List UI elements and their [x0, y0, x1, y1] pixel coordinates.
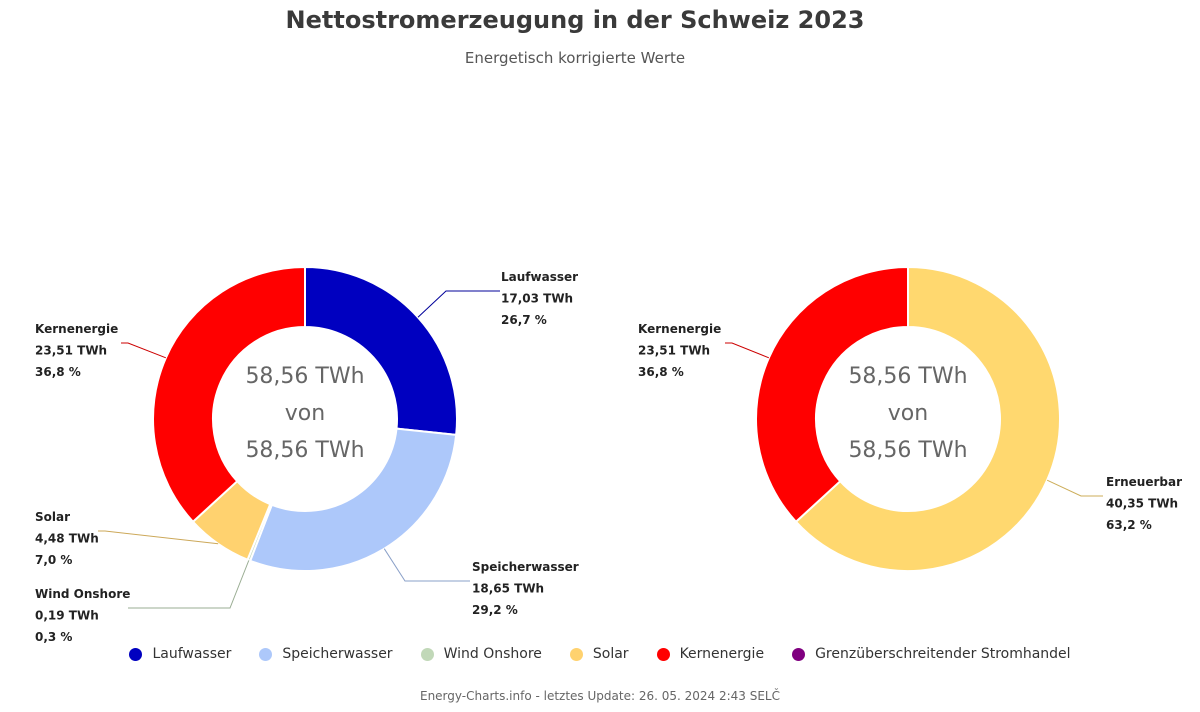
- legend-item-kernenergie[interactable]: Kernenergie: [656, 646, 765, 662]
- donut-2-leader-kernenergie: [725, 342, 770, 359]
- donut-1-data-label-laufwasser: Laufwasser 17,03 TWh 26,7 %: [501, 270, 578, 327]
- donut-1-slice-laufwasser[interactable]: [304, 265, 458, 436]
- donut-1-leader-kernenergie: [121, 342, 167, 359]
- legend-label-laufwasser: Laufwasser: [152, 646, 232, 662]
- legend-item-solar[interactable]: Solar: [569, 646, 629, 662]
- donut-2-data-label-erneuerbar: Erneuerbar 40,35 TWh 63,2 %: [1106, 475, 1182, 532]
- legend-label-kernenergie: Kernenergie: [679, 646, 765, 662]
- donut-1-leader-wind-onshore: [128, 560, 250, 609]
- legend-item-speicherwasser[interactable]: Speicherwasser: [259, 646, 393, 662]
- donut-2-slice-erneuerbar[interactable]: [794, 265, 1061, 572]
- donut-1-data-label-solar: Solar 4,48 TWh 7,0 %: [35, 510, 99, 567]
- donut-1-data-label-kernenergie: Kernenergie 23,51 TWh 36,8 %: [35, 322, 118, 379]
- legend-marker-solar: [569, 647, 583, 661]
- legend-label-stromhandel: Grenzüberschreitender Stromhandel: [815, 646, 1071, 662]
- legend-item-wind-onshore[interactable]: Wind Onshore: [420, 646, 542, 662]
- donut-1-leader-speicherwasser: [383, 548, 470, 582]
- legend-marker-stromhandel: [792, 647, 806, 661]
- chart-title: Nettostromerzeugung in der Schweiz 2023: [285, 6, 865, 34]
- donut-2-data-label-kernenergie: Kernenergie 23,51 TWh 36,8 %: [638, 322, 721, 379]
- donut-1-data-label-wind-onshore: Wind Onshore 0,19 TWh 0,3 %: [35, 587, 130, 644]
- legend-label-solar: Solar: [592, 646, 629, 662]
- chart-subtitle: Energetisch korrigierte Werte: [464, 49, 686, 67]
- donut-1-leader-solar: [98, 530, 219, 545]
- donut-1-slice-kernenergie[interactable]: [152, 265, 306, 524]
- donut-1-slice-speicherwasser[interactable]: [248, 427, 458, 572]
- legend-marker-laufwasser: [129, 647, 143, 661]
- legend-label-wind-onshore: Wind Onshore: [443, 646, 542, 662]
- legend-marker-speicherwasser: [259, 647, 273, 661]
- legend-marker-wind-onshore: [420, 647, 434, 661]
- donut-1-data-label-speicherwasser: Speicherwasser 18,65 TWh 29,2 %: [472, 560, 579, 617]
- legend-label-speicherwasser: Speicherwasser: [282, 646, 393, 662]
- donut-1-leader-laufwasser: [417, 290, 500, 318]
- legend-item-stromhandel[interactable]: Grenzüberschreitender Stromhandel: [792, 646, 1071, 662]
- donut-2-center-label: 58,56 TWh von 58,56 TWh: [848, 364, 967, 463]
- footer-credit: Energy-Charts.info - letztes Update: 26.…: [419, 689, 780, 703]
- legend-marker-kernenergie: [656, 647, 670, 661]
- donut-2-leader-erneuerbar: [1046, 479, 1103, 497]
- donut-1-center-label: 58,56 TWh von 58,56 TWh: [245, 364, 364, 463]
- legend-item-laufwasser[interactable]: Laufwasser: [129, 646, 231, 662]
- donut-2-slice-kernenergie[interactable]: [755, 265, 909, 524]
- legend: Laufwasser Speicherwasser Wind Onshore S…: [0, 646, 1200, 662]
